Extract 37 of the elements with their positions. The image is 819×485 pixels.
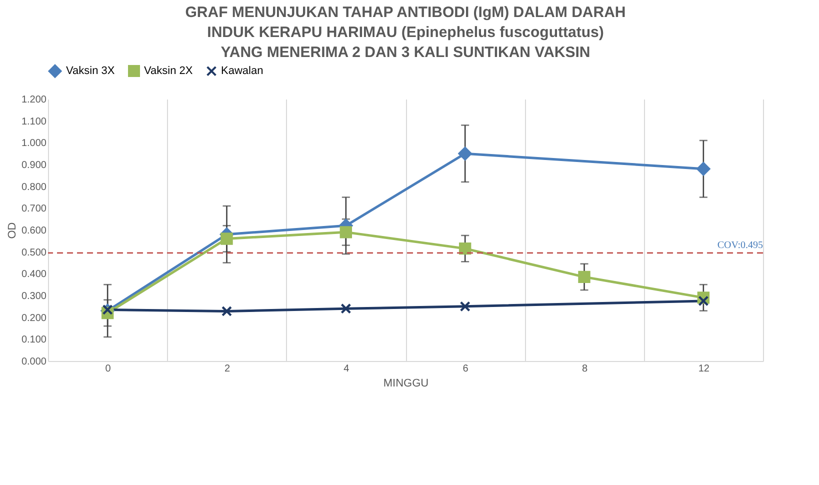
legend-label: Vaksin 3X <box>66 65 116 78</box>
point <box>220 232 233 245</box>
x-axis-title: MINGGU <box>383 378 429 390</box>
point <box>458 146 472 160</box>
y-tick-label: 0.900 <box>21 160 47 171</box>
y-axis-title: OD <box>6 222 18 239</box>
y-tick-label: 1.200 <box>21 94 47 106</box>
point <box>696 162 710 176</box>
x-tick-label: 12 <box>698 364 710 374</box>
point <box>698 296 709 306</box>
y-tick-label: 0.600 <box>21 226 47 236</box>
y-tick-label: 1.100 <box>21 116 47 128</box>
point <box>340 303 352 314</box>
point <box>340 226 352 238</box>
x-tick-label: 6 <box>462 364 469 374</box>
y-tick-label: 0.300 <box>21 291 47 302</box>
x-tick-label: 4 <box>344 364 350 374</box>
y-tick-label: 1.000 <box>21 138 47 150</box>
y-tick-label: 0.400 <box>21 269 47 280</box>
legend-label: Vaksin 2X <box>144 65 194 77</box>
ref-line-label: COV:0.495 <box>717 240 763 251</box>
y-tick-label: 0.800 <box>21 182 47 193</box>
y-tick-label: 0.000 <box>21 356 47 368</box>
point <box>458 242 472 255</box>
y-tick-label: 0.100 <box>21 334 47 346</box>
legend-label: Kawalan <box>221 65 264 78</box>
point <box>102 304 113 315</box>
x-tick-label: 2 <box>224 364 230 374</box>
y-tick-label: 0.200 <box>21 312 47 324</box>
point <box>578 270 590 284</box>
x-tick-label: 8 <box>582 364 588 374</box>
x-tick-label: 0 <box>105 364 112 374</box>
point <box>221 306 232 317</box>
y-tick-label: 0.700 <box>21 204 47 215</box>
chart-title: GRAF MENUNJUKAN TAHAP ANTIBODI (IgM) DALAM DARAH INDUK KERAPU HARIMAU (Epinephelus fuscoguttatus) YANG MENERIMA 2 DAN 3 KALI SUNTIKAN VAKSIN <box>185 4 626 61</box>
y-tick-label: 0.500 <box>21 247 47 258</box>
point <box>460 301 470 312</box>
